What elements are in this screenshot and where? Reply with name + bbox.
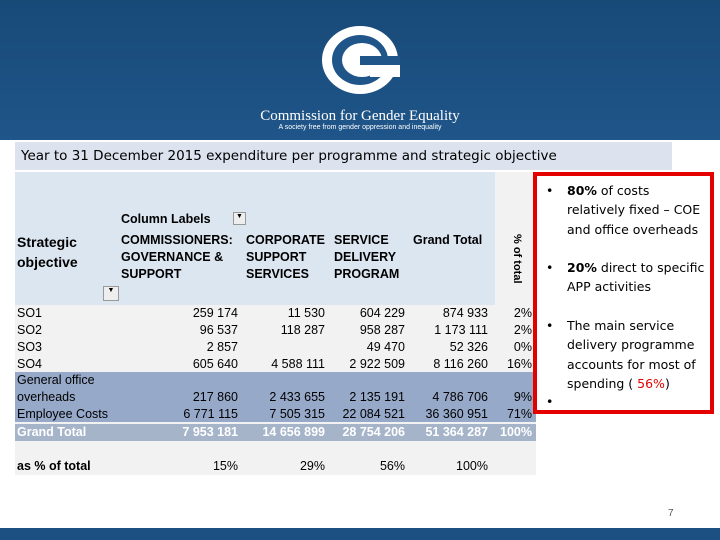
table-cell: 15%: [212, 459, 238, 473]
notes-box: [533, 172, 714, 414]
org-name: Commission for Gender Equality: [260, 108, 460, 124]
table-cell: 8 116 260: [433, 357, 488, 371]
table-cell: 52 326: [449, 340, 488, 354]
bullet-text: 56%: [637, 375, 665, 391]
row-label: Employee Costs: [17, 407, 109, 421]
table-cell: 6 771 115: [183, 407, 238, 421]
row-header: Strategic objective: [17, 234, 78, 270]
bullet: The main service delivery programme acco…: [546, 316, 706, 393]
table-cell: 51 364 287: [425, 425, 488, 439]
column-header: CORPORATE SUPPORT SERVICES: [246, 233, 325, 281]
row-label: SO4: [17, 357, 43, 371]
table-cell: 2 922 509: [349, 357, 405, 371]
page-number: 7: [668, 508, 674, 519]
column-header: COMMISSIONERS: GOVERNANCE & SUPPORT: [121, 233, 233, 281]
bullet-text: The main service delivery programme acco…: [567, 318, 696, 391]
bullet-text: ): [664, 375, 670, 391]
footer-band: [0, 528, 720, 540]
table-cell: 96 537: [199, 323, 238, 337]
table-cell: 49 470: [366, 340, 405, 354]
table-cell: 2 135 191: [349, 390, 405, 404]
bullet-text: 20%: [567, 260, 597, 275]
bullet-text: direct to specific APP activities: [567, 260, 705, 295]
table-cell: 605 640: [192, 357, 238, 371]
table-cell: 100%: [456, 459, 488, 473]
column-header: SERVICE DELIVERY PROGRAM: [334, 233, 400, 281]
column-header: Grand Total: [413, 233, 483, 247]
table-cell: 22 084 521: [342, 407, 405, 421]
pivot-table: Column Labels ▼ Strategic objective ▼ CO…: [15, 172, 536, 475]
table-cell: 604 229: [359, 306, 405, 320]
header-band: [0, 0, 720, 140]
table-cell: 4 588 111: [271, 357, 325, 371]
table-header-bg: [15, 172, 495, 305]
row-label: SO1: [17, 306, 43, 320]
table-cell: 7 953 181: [182, 425, 238, 439]
row-label: General office overheads: [17, 373, 95, 404]
logo: [322, 26, 400, 94]
table-cell: 14 656 899: [262, 425, 325, 439]
table-cell: 2%: [513, 323, 532, 337]
bullet: 20% direct to specific APP activities: [546, 258, 706, 297]
filter-button[interactable]: ▼: [233, 212, 246, 225]
table-cell: 16%: [506, 357, 532, 371]
row-label: as % of total: [17, 459, 91, 473]
table-cell: 958 287: [359, 323, 405, 337]
table-cell: 11 530: [287, 306, 325, 320]
table-cell: 28 754 206: [342, 425, 405, 439]
row-label: SO3: [17, 340, 43, 354]
row-shade: [15, 372, 536, 422]
row-label: SO2: [17, 323, 43, 337]
total-shade: [15, 424, 536, 441]
tagline: A society free from gender oppression an…: [278, 124, 442, 131]
bullet-text: 80%: [567, 183, 597, 198]
filter-button[interactable]: ▼: [103, 286, 119, 301]
bullet: 80% of costs relatively fixed – COE and …: [546, 181, 706, 239]
table-cell: 2 433 655: [269, 390, 325, 404]
table-cell: 874 933: [442, 306, 488, 320]
table-cell: 0%: [513, 340, 532, 354]
row-label: Grand Total: [17, 425, 87, 439]
table-cell: 71%: [506, 407, 532, 421]
table-cell: 259 174: [192, 306, 238, 320]
table-cell: 2 857: [206, 340, 238, 354]
table-cell: 29%: [299, 459, 325, 473]
table-cell: 118 287: [280, 323, 325, 337]
column-header: % of total: [511, 234, 523, 284]
slide-title: Year to 31 December 2015 expenditure per…: [15, 142, 672, 170]
table-cell: 4 786 706: [432, 390, 488, 404]
table-cell: 2%: [513, 306, 532, 320]
column-labels: Column Labels: [121, 212, 211, 226]
table-cell: 1 173 111: [434, 323, 488, 337]
table-cell: 7 505 315: [269, 407, 325, 421]
table-cell: 100%: [500, 425, 532, 439]
table-cell: 217 860: [192, 390, 238, 404]
table-cell: 56%: [379, 459, 405, 473]
table-cell: 9%: [513, 390, 532, 404]
table-cell: 36 360 951: [425, 407, 488, 421]
bullet-text: of costs relatively fixed – COE and offi…: [567, 183, 701, 237]
